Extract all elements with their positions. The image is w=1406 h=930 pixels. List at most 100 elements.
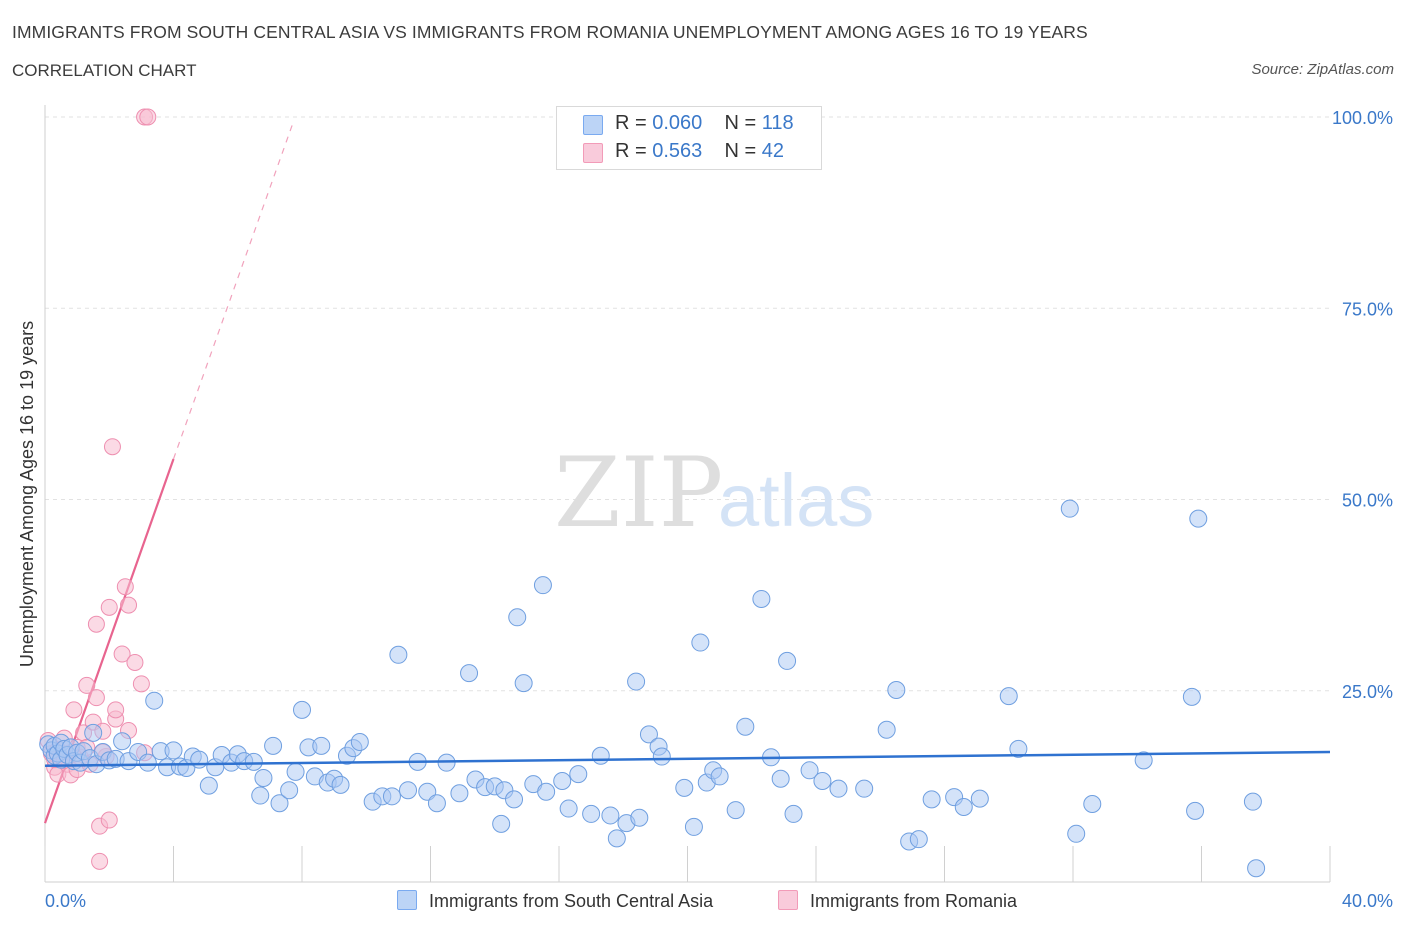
south-central-asia-point (264, 736, 283, 755)
south-central-asia-point (675, 778, 694, 797)
watermark-zip: ZIP (554, 437, 723, 549)
y-tick-label: 25.0% (1342, 682, 1393, 702)
south-central-asia-point (1247, 859, 1266, 878)
romania-point (116, 578, 134, 596)
south-central-asia-point (778, 651, 797, 670)
south-central-asia-point (877, 720, 896, 739)
legend-n-value: 42 (761, 140, 785, 162)
romania-point (139, 108, 157, 126)
south-central-asia-point (382, 787, 401, 806)
south-central-asia-point (293, 700, 311, 719)
chart-title: IMMIGRANTS FROM SOUTH CENTRAL ASIA VS IM… (12, 22, 1088, 42)
romania-point (132, 675, 150, 693)
south-central-asia-point (855, 779, 874, 798)
y-tick-label: 50.0% (1342, 491, 1393, 511)
south-central-asia-trendline (44, 750, 1331, 767)
romania-point (65, 701, 83, 719)
south-central-asia-point (771, 769, 790, 788)
legend-n-label: N = (724, 140, 757, 162)
south-central-asia-point (537, 782, 556, 801)
bottom-legend-romania: Immigrants from Romania (778, 890, 1017, 912)
bottom-legend-swatch-pink (778, 890, 798, 910)
south-central-asia-point (829, 779, 848, 798)
south-central-asia-point (999, 687, 1018, 706)
romania-point (100, 598, 118, 616)
romania-point (87, 689, 105, 707)
romania-point (120, 596, 138, 614)
south-central-asia-point (1067, 824, 1086, 843)
south-central-asia-point (752, 589, 771, 608)
legend-r-label: R = (615, 140, 647, 162)
legend-swatch-blue (583, 115, 603, 135)
south-central-asia-point (1009, 739, 1028, 758)
south-central-asia-point (970, 789, 989, 808)
south-central-asia-point (84, 723, 103, 742)
gridlines (45, 116, 1330, 692)
south-central-asia-point (607, 829, 626, 848)
south-central-asia-point (505, 790, 524, 809)
stats-legend: R = 0.060 N = 118 R = 0.563 N = 42 (556, 106, 822, 170)
south-central-asia-point (286, 762, 305, 781)
south-central-asia-point (1189, 509, 1208, 528)
south-central-asia-point (639, 725, 658, 744)
south-central-asia-point (784, 804, 803, 823)
x-tick-label: 40.0% (1342, 891, 1393, 911)
south-central-asia-point (691, 633, 710, 652)
south-central-asia-point (508, 608, 527, 627)
legend-r-label: R = (615, 112, 647, 134)
watermark-atlas: atlas (718, 459, 874, 542)
south-central-asia-point (954, 798, 973, 817)
south-central-asia-point (813, 772, 832, 791)
south-central-asia-point (312, 736, 331, 755)
legend-r-value: 0.060 (652, 112, 703, 134)
south-central-asia-point (460, 664, 479, 683)
legend-swatch-pink (583, 143, 603, 163)
south-central-asia-point (244, 752, 263, 771)
south-central-asia-point (514, 674, 533, 693)
romania-point (126, 653, 144, 671)
south-central-asia-point (627, 672, 646, 691)
legend-r-value: 0.563 (652, 140, 703, 162)
south-central-asia-point (389, 645, 408, 664)
south-central-asia-points (39, 499, 1266, 878)
south-central-asia-point (591, 746, 610, 765)
south-central-asia-point (559, 799, 578, 818)
south-central-asia-point (1060, 499, 1079, 518)
bottom-legend-label: Immigrants from South Central Asia (429, 891, 714, 911)
south-central-asia-point (270, 794, 289, 813)
legend-n-value: 118 (761, 112, 794, 134)
south-central-asia-point (1182, 687, 1201, 706)
south-central-asia-point (630, 808, 649, 827)
y-tick-label: 75.0% (1342, 299, 1393, 319)
romania-point (100, 811, 118, 829)
tick-labels: 100.0% 75.0% 50.0% 25.0% 0.0% 40.0% (45, 108, 1393, 911)
south-central-asia-point (652, 747, 671, 766)
bottom-legend-label: Immigrants from Romania (810, 891, 1018, 911)
south-central-asia-point (800, 761, 819, 780)
bottom-legend-south-central-asia: Immigrants from South Central Asia (397, 890, 713, 912)
south-central-asia-point (582, 804, 601, 823)
romania-point (91, 852, 109, 870)
south-central-asia-point (399, 781, 418, 800)
south-central-asia-point (1186, 801, 1205, 820)
bottom-legend-swatch-blue (397, 890, 417, 910)
chart-subtitle: CORRELATION CHART (12, 61, 197, 80)
south-central-asia-point (492, 814, 511, 833)
south-central-asia-point (1134, 751, 1153, 770)
south-central-asia-point (427, 794, 446, 813)
south-central-asia-point (533, 576, 552, 595)
south-central-asia-point (331, 775, 350, 794)
south-central-asia-point (254, 768, 273, 787)
south-central-asia-point (113, 732, 132, 751)
romania-point (103, 438, 121, 456)
south-central-asia-point (569, 765, 588, 784)
south-central-asia-point (164, 741, 183, 760)
south-central-asia-point (1243, 792, 1262, 811)
romania-trendline-dashed (172, 124, 293, 460)
y-tick-label: 100.0% (1332, 108, 1393, 128)
y-axis-label: Unemployment Among Ages 16 to 19 years (17, 321, 37, 667)
romania-point (113, 645, 131, 663)
south-central-asia-point (553, 772, 572, 791)
romania-point (87, 615, 105, 633)
south-central-asia-point (1083, 794, 1102, 813)
